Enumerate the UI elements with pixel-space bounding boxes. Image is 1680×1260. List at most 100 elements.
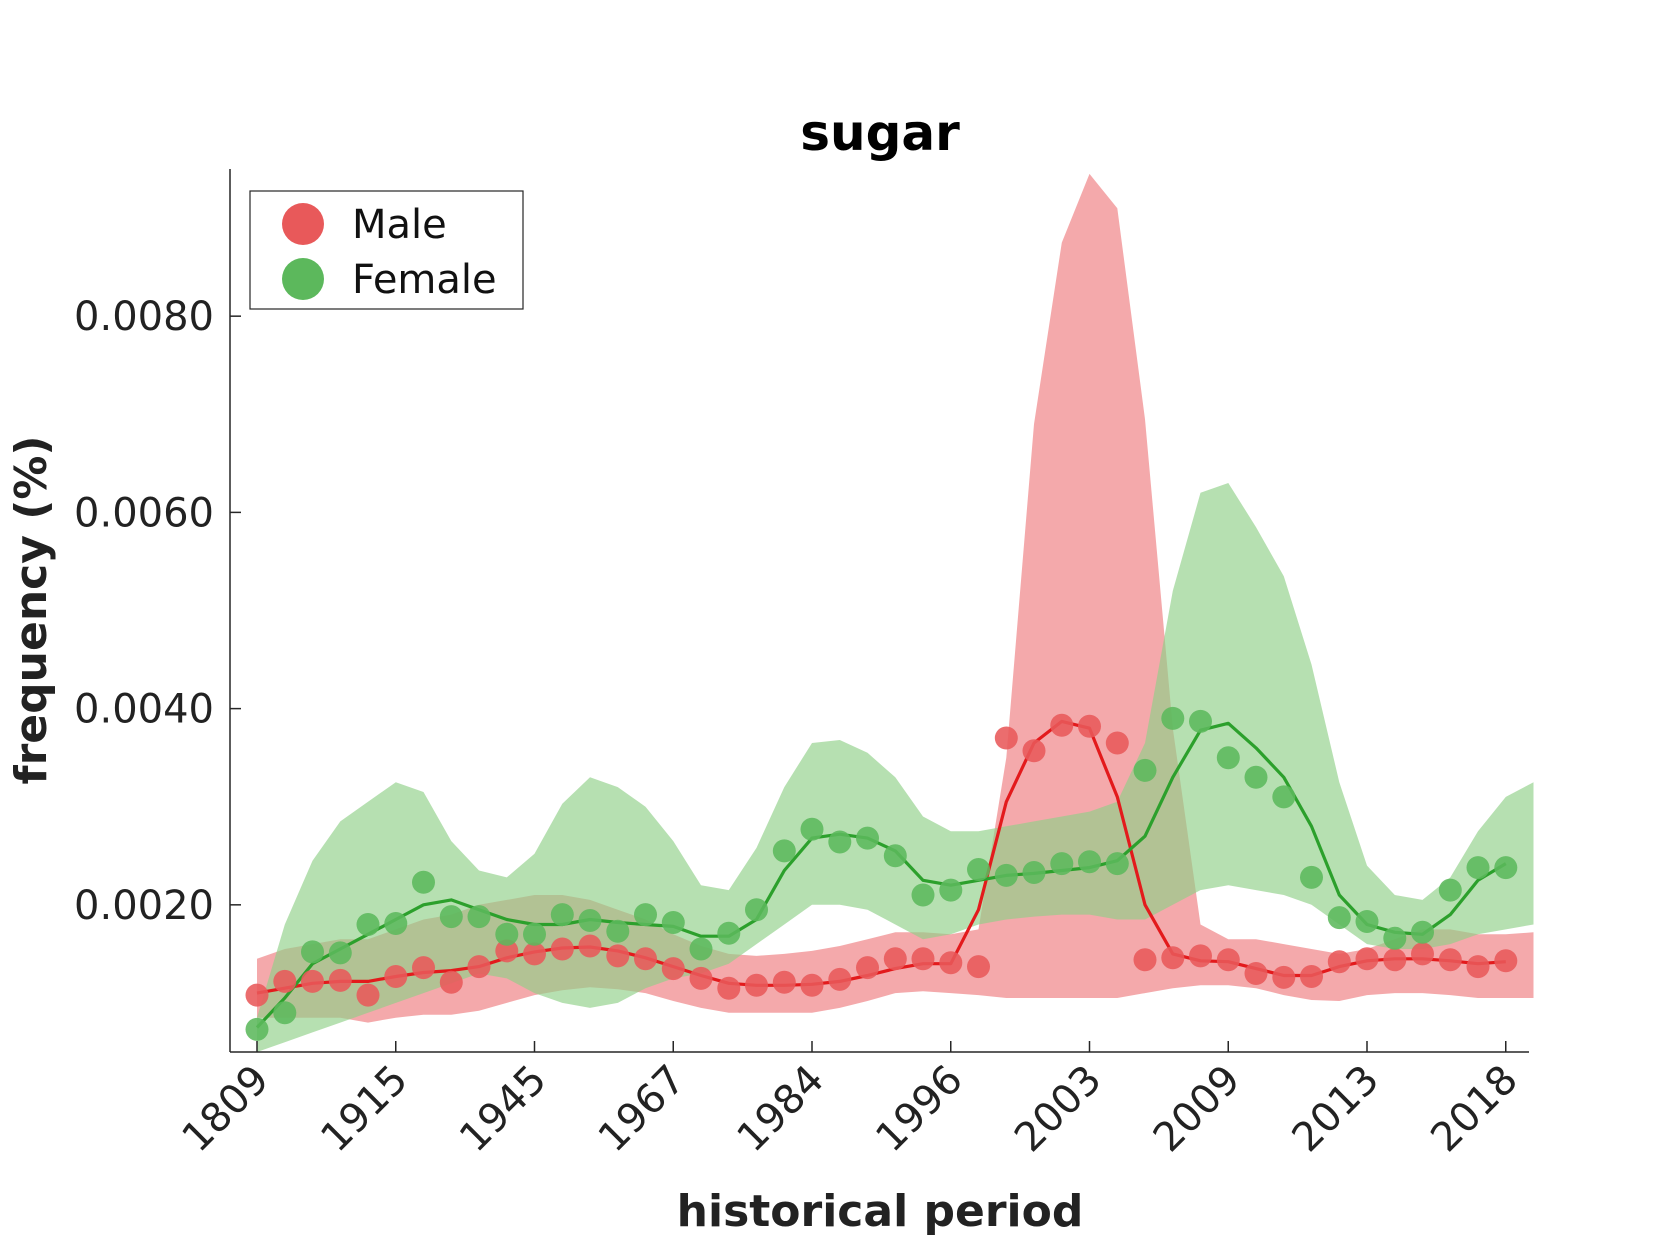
point-female <box>495 922 519 946</box>
point-female <box>634 903 657 927</box>
point-female <box>1161 706 1185 730</box>
point-male <box>1355 947 1379 971</box>
point-male <box>939 951 963 975</box>
trend-lines <box>255 719 1507 1029</box>
point-female <box>967 858 990 881</box>
point-male <box>1161 946 1185 970</box>
point-male <box>301 969 324 993</box>
point-female <box>745 898 768 922</box>
point-female <box>1383 926 1407 950</box>
point-male <box>1438 948 1462 972</box>
x-tick-label: 2009 <box>1145 1057 1250 1162</box>
point-female <box>384 912 408 935</box>
point-male <box>1133 948 1157 972</box>
point-female <box>911 883 935 907</box>
point-female <box>1411 920 1434 944</box>
data-points <box>245 706 1518 1041</box>
point-female <box>1216 746 1240 770</box>
point-female <box>523 922 546 946</box>
point-female <box>1105 852 1129 876</box>
point-male <box>606 944 630 968</box>
point-male <box>439 970 463 994</box>
point-male <box>356 983 380 1007</box>
x-tick-label: 1984 <box>729 1057 834 1162</box>
point-female <box>772 839 796 863</box>
point-male <box>717 976 741 1000</box>
y-tick-label: 0.0060 <box>74 490 214 536</box>
legend-marker-male <box>282 203 324 245</box>
point-female <box>800 817 824 841</box>
legend: Male Female <box>249 190 524 310</box>
point-male <box>245 983 269 1007</box>
point-female <box>550 903 574 927</box>
point-male <box>550 937 574 961</box>
point-male <box>994 726 1018 750</box>
point-male <box>1216 948 1240 972</box>
trend-line-female <box>255 721 1507 1029</box>
y-tick-label: 0.0040 <box>74 687 214 733</box>
point-male <box>634 947 657 971</box>
x-tick-label: 1915 <box>312 1057 417 1162</box>
point-male <box>273 969 297 993</box>
point-male <box>384 965 408 988</box>
point-male <box>1272 965 1296 989</box>
y-tick-label: 0.0080 <box>74 294 214 340</box>
point-male <box>1022 739 1046 763</box>
point-female <box>1133 758 1157 782</box>
point-male <box>578 934 602 958</box>
point-female <box>1189 709 1212 733</box>
point-male <box>1466 955 1490 979</box>
x-tick-label: 1967 <box>590 1057 695 1162</box>
point-male <box>1105 731 1129 755</box>
y-axis-label: frequency (%) <box>6 435 57 784</box>
point-female <box>1494 856 1518 880</box>
x-tick-label: 1945 <box>451 1057 556 1162</box>
point-female <box>1300 865 1323 889</box>
point-male <box>328 968 352 992</box>
point-female <box>1078 850 1101 874</box>
trend-line-male <box>256 719 1506 995</box>
chart-title: sugar <box>800 104 960 162</box>
point-female <box>717 921 741 945</box>
point-female <box>856 826 879 850</box>
point-male <box>1050 713 1074 737</box>
point-male <box>911 947 935 971</box>
point-male <box>1300 965 1323 988</box>
point-female <box>606 919 630 943</box>
x-tick-label: 2003 <box>1006 1057 1111 1162</box>
legend-label-female: Female <box>352 257 497 303</box>
point-male <box>1411 942 1434 966</box>
point-male <box>467 955 491 979</box>
point-male <box>800 973 824 997</box>
x-tick-label: 1809 <box>174 1057 279 1162</box>
band-female <box>257 483 1534 1052</box>
point-female <box>328 941 352 965</box>
point-male <box>1244 962 1268 985</box>
point-male <box>967 955 990 979</box>
point-female <box>1466 856 1490 880</box>
legend-marker-female <box>282 258 324 300</box>
y-tick-label: 0.0020 <box>74 883 214 929</box>
point-male <box>745 973 768 997</box>
point-female <box>356 913 380 936</box>
point-female <box>1022 861 1046 884</box>
point-male <box>689 966 713 990</box>
x-tick-label: 2018 <box>1422 1057 1527 1162</box>
point-male <box>856 956 879 980</box>
point-male <box>772 970 796 994</box>
point-female <box>467 905 491 929</box>
point-female <box>661 911 685 934</box>
point-female <box>1438 878 1462 902</box>
point-female <box>828 830 852 854</box>
x-tick-label: 2013 <box>1284 1057 1389 1162</box>
point-female <box>994 863 1018 887</box>
legend-label-male: Male <box>352 202 447 248</box>
point-female <box>578 909 602 932</box>
y-ticks: 0.0020 0.0040 0.0060 0.0080 <box>74 294 241 929</box>
point-female <box>1272 785 1296 809</box>
point-female <box>273 1001 297 1025</box>
point-female <box>1327 906 1351 930</box>
point-male <box>412 956 435 980</box>
point-male <box>1078 714 1101 738</box>
